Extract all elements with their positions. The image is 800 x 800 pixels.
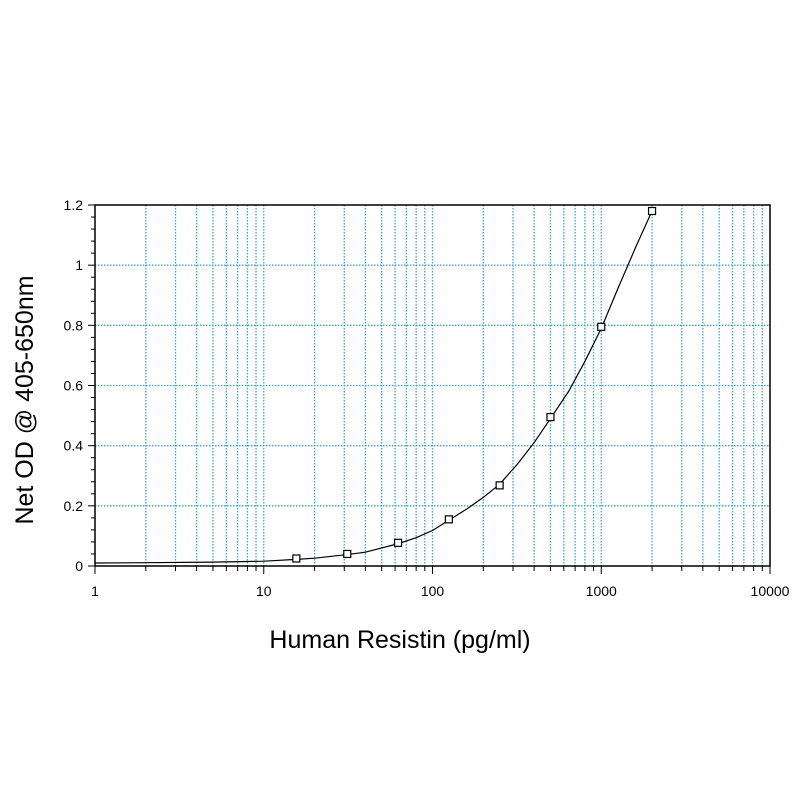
data-point — [444, 515, 453, 524]
y-tick-label: 1 — [75, 257, 83, 273]
x-tick-label: 1000 — [586, 583, 617, 599]
data-point — [647, 206, 657, 216]
y-tick-label: 0.4 — [64, 438, 84, 454]
y-axis-title: Net OD @ 405-650nm — [11, 275, 39, 524]
data-points — [292, 206, 657, 563]
y-tick-label: 0 — [75, 558, 83, 574]
data-point — [597, 322, 606, 331]
data-point — [343, 549, 352, 559]
y-tick-label: 1.2 — [64, 197, 84, 213]
data-point — [393, 538, 403, 547]
fit-curve-layer — [94, 210, 653, 564]
data-point — [546, 412, 555, 422]
data-point — [495, 481, 504, 490]
x-tick-label: 10000 — [751, 583, 790, 599]
y-tick-label: 0.6 — [64, 378, 84, 394]
x-axis-title: Human Resistin (pg/ml) — [269, 626, 530, 654]
tick-labels: 1 10 100 1000 10000 0 0.2 0.4 0.6 0.8 1 1.2 — [64, 197, 790, 599]
x-tick-label: 1 — [91, 583, 99, 599]
fit-curve — [94, 210, 653, 564]
axis-ticks — [88, 204, 771, 574]
x-tick-label: 10 — [256, 583, 272, 599]
grid-lines — [95, 205, 770, 566]
y-tick-label: 0.2 — [64, 498, 84, 514]
y-tick-label: 0.8 — [64, 317, 84, 333]
data-point — [292, 554, 301, 563]
x-tick-label: 100 — [421, 583, 445, 599]
